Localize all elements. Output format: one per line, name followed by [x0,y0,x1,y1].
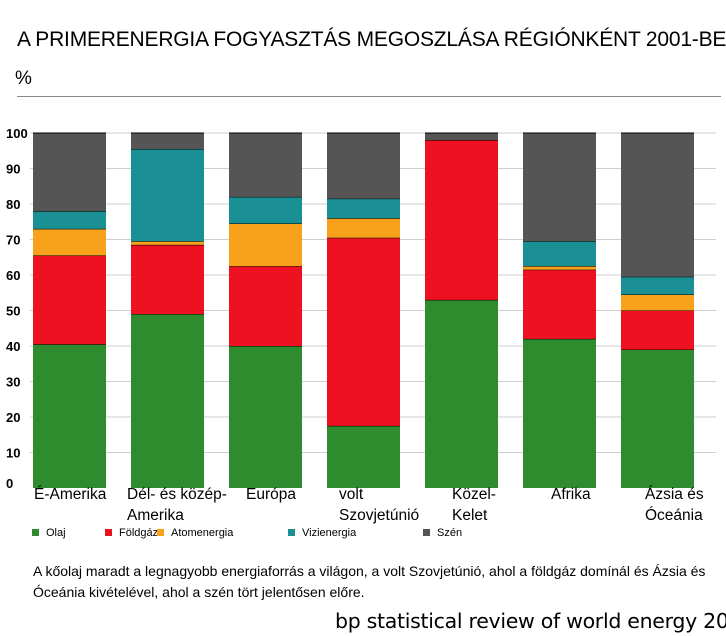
bar-segment [327,218,400,238]
legend-swatch [32,529,39,536]
bar-segment [229,196,302,224]
bar-segment [33,211,106,229]
y-tick-label: 100 [6,126,28,141]
bar-segment [131,314,204,488]
bar-segment [523,269,596,339]
legend-label: Vizienergia [302,527,357,539]
y-tick-label: 30 [6,375,20,390]
x-tick-label: Ázsia és Óceánia [645,486,704,524]
y-tick-label: 0 [6,476,13,491]
bar-segment [327,198,400,219]
title-divider [17,96,721,97]
legend-swatch [105,529,112,536]
bar-segment [33,344,106,488]
bar-segment [327,237,400,426]
bar-segment [327,133,400,199]
bar-segment [621,349,694,488]
bar-segment [523,241,596,267]
legend-label: Olaj [46,527,66,539]
x-tick-label: volt Szovjetúnió [339,486,420,524]
x-tick-label: Afrika [551,486,591,503]
x-tick-label: Dél- és közép- Amerika [127,486,227,524]
bar-segment [621,294,694,311]
chart-title: A PRIMERENERGIA FOGYASZTÁS MEGOSZLÁSA RÉ… [17,28,726,51]
legend-label: Szén [437,527,463,539]
chart-caption: A kőolaj maradt a legnagyobb energiaforr… [33,563,706,600]
bar-segment [131,241,204,245]
legend-item: Földgáz [105,527,158,539]
legend-label: Atomenergia [171,527,234,539]
legend-item: Vizienergia [288,527,356,539]
bar-segment [621,310,694,350]
legend-item: Atomenergia [157,527,233,539]
bar-segment [425,133,498,141]
legend-label: Földgáz [119,527,159,539]
y-tick-label: 50 [6,304,20,319]
bar-segment [229,346,302,488]
y-tick-label: 20 [6,410,20,425]
y-tick-label: 40 [6,339,20,354]
x-tick-label: É-Amerika [34,486,107,503]
source-credit: bp statistical review of world energy 20… [335,609,726,633]
legend-swatch [157,529,164,536]
bar-segment [33,133,106,212]
y-tick-label: 60 [6,268,20,283]
y-tick-label: 70 [6,233,20,248]
bar-segment [523,133,596,242]
y-tick-label: 10 [6,446,20,461]
bar-segment [131,244,204,315]
x-tick-label: Közel- Kelet [452,486,496,524]
y-tick-label: 80 [6,197,20,212]
bar-segment [621,276,694,295]
bar-segment [229,133,302,197]
bar-segment [621,133,694,277]
x-tick-label: Európa [246,486,296,503]
bar-segment [33,228,106,256]
stacked-bar-chart: 0 10 20 30 40 50 60 70 80 90 100 [6,126,716,491]
bar-segment [523,338,596,488]
bar-segment [229,223,302,267]
bar-segment [327,425,400,488]
bar-segment [229,266,302,346]
bar-segment [425,140,498,300]
legend-swatch [423,529,430,536]
y-axis-unit: % [15,68,32,89]
bar-segment [523,266,596,270]
legend-swatch [288,529,295,536]
bar-segment [33,255,106,345]
y-tick-label: 90 [6,162,20,177]
legend-item: Szén [423,527,462,539]
bar-segment [131,133,204,149]
bar-segment [131,148,204,242]
legend-item: Olaj [32,527,66,539]
bar-segment [425,299,498,488]
